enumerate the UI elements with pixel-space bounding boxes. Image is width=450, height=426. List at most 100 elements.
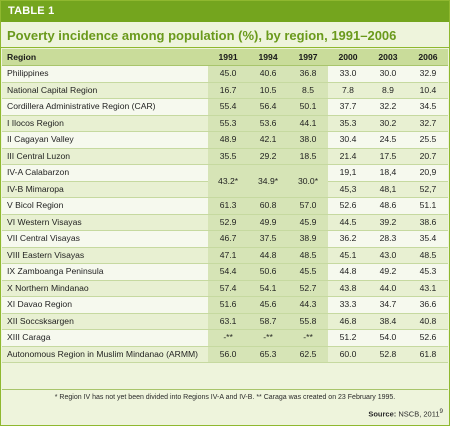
value-cell: 49.9 [248,214,289,231]
value-cell: 57.0 [288,197,329,215]
table-label-bar: TABLE 1 [1,1,449,22]
value-cell: 54.1 [248,280,289,297]
value-cell: 45.9 [288,214,329,231]
value-cell: 47.1 [208,247,249,264]
value-cell: 55.3 [208,115,249,132]
header-2006: 2006 [407,49,448,66]
value-cell: 56.4 [248,98,289,116]
value-cell: 48.9 [208,131,249,149]
table-row: IX Zamboanga Peninsula 54.4 50.6 45.5 44.8 49… [2,263,448,281]
table-row: III Central Luzon 35.5 29.2 18.5 21.4 17.5 20.… [2,148,448,165]
header-1997: 1997 [288,49,329,66]
value-cell: 34.7 [367,296,408,314]
value-cell: 21.4 [328,148,368,165]
table-row: V Bicol Region 61.3 60.8 57.0 52.6 48.6 51.1 [2,197,448,215]
region-cell: IV-A Calabarzon [2,164,209,182]
value-cell: 42.1 [248,131,289,149]
value-cell: 61.3 [208,197,249,215]
value-cell: 35.3 [328,115,368,132]
value-cell: 51.1 [407,197,448,215]
value-cell: 65.3 [248,346,289,363]
header-region: Region [2,49,209,66]
region-cell: Philippines [2,65,209,83]
region-cell: XII Soccsksargen [2,313,209,330]
merged-region-iv-cell: 30.0* [288,164,329,198]
value-cell: 10.4 [407,82,448,99]
value-cell: 48.5 [407,247,448,264]
value-cell: 43.0 [367,247,408,264]
merged-region-iv-cell: 43.2* [208,164,249,198]
value-cell: 16.7 [208,82,249,99]
region-cell: XIII Caraga [2,329,209,347]
value-cell: 28.3 [367,230,408,248]
value-cell: 61.8 [407,346,448,363]
value-cell: 38.0 [288,131,329,149]
value-cell: 45.6 [248,296,289,314]
value-cell: 38.4 [367,313,408,330]
value-cell: 30.4 [328,131,368,149]
table-row: IV-A Calabarzon 43.2* 34.9* 30.0* 19,1 18,4 20… [2,164,448,198]
value-cell: 8.9 [367,82,408,99]
header-1991: 1991 [208,49,249,66]
region-cell: II Cagayan Valley [2,131,209,149]
value-cell: 60.0 [328,346,368,363]
value-cell: 18,4 [367,164,408,182]
value-cell: 50.1 [288,98,329,116]
value-cell: 55.4 [208,98,249,116]
value-cell: 44.0 [367,280,408,297]
value-cell: 53.6 [248,115,289,132]
value-cell: 54.0 [367,329,408,347]
title-divider [1,47,449,48]
value-cell: 44.3 [288,296,329,314]
value-cell: 33.0 [328,65,368,83]
value-cell: 45.5 [288,263,329,281]
value-cell: 32.7 [407,115,448,132]
value-cell: 51.2 [328,329,368,347]
region-cell: Cordillera Administrative Region (CAR) [2,98,209,116]
value-cell: 48,1 [367,181,408,198]
value-cell: 60.8 [248,197,289,215]
value-cell: 50.6 [248,263,289,281]
value-cell: 46.8 [328,313,368,330]
value-cell: 52.6 [407,329,448,347]
value-cell: 7.8 [328,82,368,99]
value-cell: 37.7 [328,98,368,116]
value-cell: 55.8 [288,313,329,330]
value-cell: 44.8 [328,263,368,281]
table-row: XI Davao Region 51.6 45.6 44.3 33.3 34.7 36.6 [2,296,448,314]
value-cell: 25.5 [407,131,448,149]
value-cell: 46.7 [208,230,249,248]
source-note: Source: NSCB, 20119 [368,408,443,419]
value-cell: 49.2 [367,263,408,281]
region-cell: VII Central Visayas [2,230,209,248]
value-cell: 29.2 [248,148,289,165]
value-cell: 8.5 [288,82,329,99]
value-cell: 52.7 [288,280,329,297]
value-cell: 17.5 [367,148,408,165]
table-row: X Northern Mindanao 57.4 54.1 52.7 43.8 44.0 4… [2,280,448,297]
table-row: Autonomous Region in Muslim Mindanao (AR… [2,346,448,363]
value-cell: 38.6 [407,214,448,231]
value-cell: 20.7 [407,148,448,165]
value-cell: 37.5 [248,230,289,248]
value-cell: 40.6 [248,65,289,83]
region-cell: X Northern Mindanao [2,280,209,297]
region-cell: XI Davao Region [2,296,209,314]
table-row: VIII Eastern Visayas 47.1 44.8 48.5 45.1 43.0… [2,247,448,264]
value-cell: 33.3 [328,296,368,314]
region-cell: VI Western Visayas [2,214,209,231]
value-cell: 36.2 [328,230,368,248]
value-cell: 52,7 [407,181,448,198]
value-cell: -** [248,329,289,347]
value-cell: 20,9 [407,164,448,182]
value-cell: 52.6 [328,197,368,215]
region-cell: V Bicol Region [2,197,209,215]
footnote: * Region IV has not yet been divided int… [2,389,448,401]
value-cell: 10.5 [248,82,289,99]
source-label: Source: [368,409,397,419]
value-cell: 19,1 [328,164,368,182]
value-cell: 32.9 [407,65,448,83]
value-cell: 30.0 [367,65,408,83]
table-row: I Ilocos Region 55.3 53.6 44.1 35.3 30.2 32.7 [2,115,448,132]
